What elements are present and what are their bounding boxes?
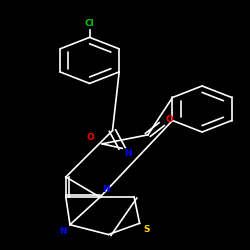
Text: N: N bbox=[102, 186, 109, 194]
Text: N: N bbox=[59, 227, 67, 236]
Text: O: O bbox=[87, 134, 94, 142]
Text: O: O bbox=[166, 114, 173, 124]
Text: Cl: Cl bbox=[85, 19, 94, 28]
Text: N: N bbox=[124, 149, 132, 158]
Text: S: S bbox=[143, 225, 150, 234]
